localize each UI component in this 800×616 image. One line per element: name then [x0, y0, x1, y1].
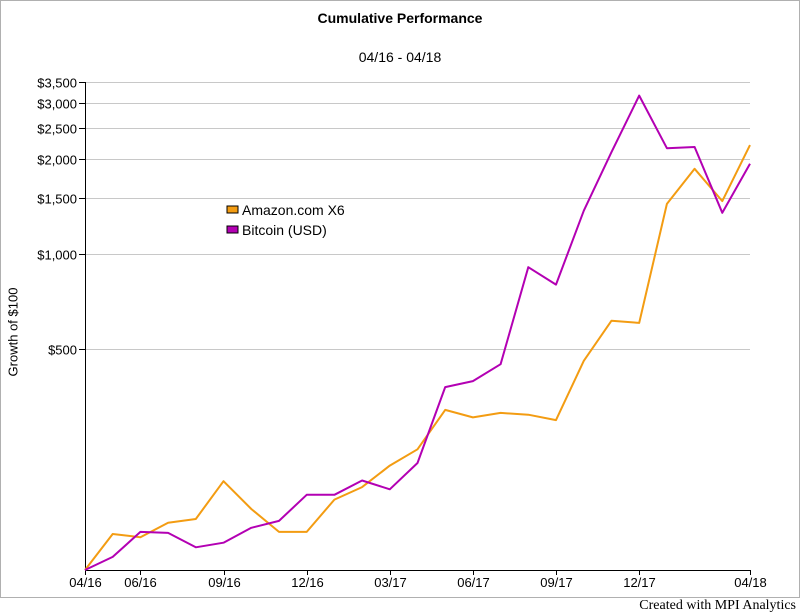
x-tick-label: 12/17	[623, 575, 656, 590]
series-line-amazon	[84, 144, 751, 571]
series-line-bitcoin	[84, 94, 751, 571]
legend-swatch	[226, 225, 239, 234]
x-tick-label: 12/16	[291, 575, 324, 590]
x-tick-label: 09/16	[208, 575, 241, 590]
y-tick-label: $1,500	[37, 192, 77, 207]
x-tick-labels: 04/16 06/16 09/16 12/16 03/17 06/17 09/17 12/17…	[69, 575, 767, 590]
x-tick-label: 09/17	[540, 575, 573, 590]
x-tick-label: 04/18	[734, 575, 767, 590]
x-tick-label: 06/16	[124, 575, 157, 590]
grid-lines	[85, 82, 750, 350]
legend: Amazon.com X6 Bitcoin (USD)	[226, 202, 345, 238]
legend-label: Amazon.com X6	[242, 202, 345, 218]
credit-text: Created with MPI Analytics	[639, 598, 796, 613]
axes	[79, 82, 751, 575]
y-tick-labels: $500 $1,000 $1,500 $2,000 $2,500 $3,000 $3,500	[37, 76, 77, 358]
legend-swatch	[226, 205, 239, 214]
x-tick-label: 04/16	[69, 575, 102, 590]
y-tick-label: $3,000	[37, 97, 77, 112]
x-tick-label: 06/17	[457, 575, 490, 590]
y-tick-label: $2,000	[37, 153, 77, 168]
y-tick-label: $500	[48, 343, 77, 358]
legend-label: Bitcoin (USD)	[242, 222, 327, 238]
y-tick-label: $1,000	[37, 248, 77, 263]
y-tick-label: $3,500	[37, 76, 77, 91]
chart-title: Cumulative Performance	[317, 10, 483, 26]
x-tick-label: 03/17	[374, 575, 407, 590]
chart-subtitle: 04/16 - 04/18	[358, 49, 442, 65]
series-lines	[84, 94, 751, 571]
line-chart: $500 $1,000 $1,500 $2,000 $2,500 $3,000 $3,500…	[37, 76, 767, 591]
y-tick-label: $2,500	[37, 122, 77, 137]
